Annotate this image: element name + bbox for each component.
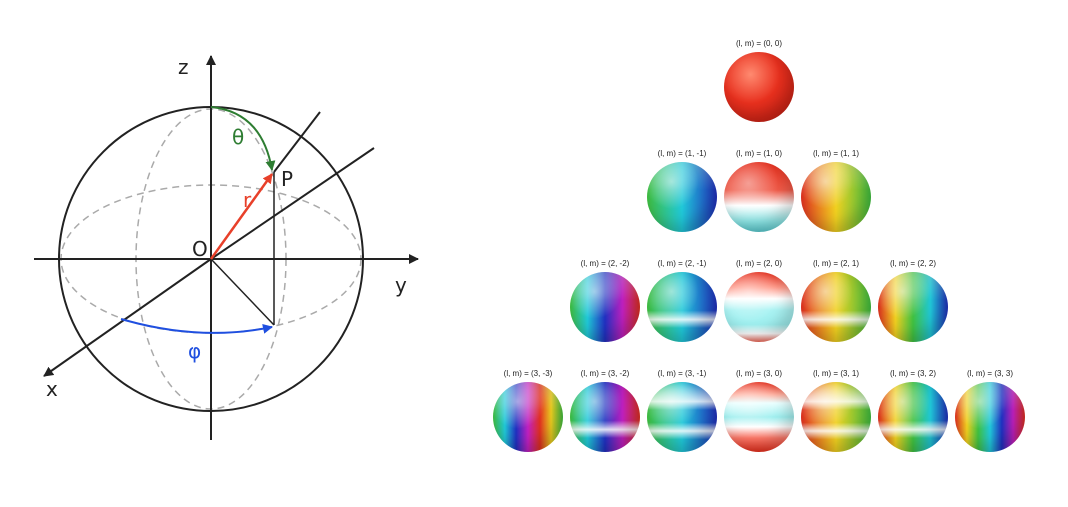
harmonic-sphere [801,162,871,232]
harmonic-sphere [801,272,871,342]
r-vector [209,173,274,260]
harmonic-label: (l, m) = (0, 0) [735,39,782,48]
harmonic-sphere [878,382,948,452]
harmonic-item: (l, m) = (2, -1) [646,258,718,342]
phi-arc [120,318,273,334]
harmonic-label: (l, m) = (2, -1) [657,259,707,268]
harmonic-label: (l, m) = (3, 2) [889,369,936,378]
harmonic-label: (l, m) = (3, -1) [657,369,707,378]
harmonic-label: (l, m) = (3, 0) [735,369,782,378]
harmonic-item: (l, m) = (2, 1) [800,258,872,342]
harmonic-label: (l, m) = (3, -3) [503,369,553,378]
harmonic-sphere [647,162,717,232]
harmonic-item: (l, m) = (3, -2) [569,368,641,452]
harmonic-sphere [724,272,794,342]
harmonic-sphere [493,382,563,452]
z-axis-label: z [178,55,189,79]
harmonic-label: (l, m) = (3, 3) [966,369,1013,378]
origin-label: O [192,237,208,261]
harmonic-label: (l, m) = (2, 2) [889,259,936,268]
harmonic-label: (l, m) = (3, -2) [580,369,630,378]
harmonic-label: (l, m) = (2, -2) [580,259,630,268]
harmonic-sphere [570,382,640,452]
harmonic-sphere [878,272,948,342]
harmonic-label: (l, m) = (3, 1) [812,369,859,378]
harmonic-item: (l, m) = (3, -1) [646,368,718,452]
projection-line [210,258,275,326]
harmonic-item: (l, m) = (1, -1) [646,148,718,232]
harmonic-item: (l, m) = (3, 3) [954,368,1026,452]
y-axis-label: y [395,273,407,297]
harmonic-item: (l, m) = (2, -2) [569,258,641,342]
harmonic-label: (l, m) = (1, 0) [735,149,782,158]
harmonic-item: (l, m) = (3, 2) [877,368,949,452]
op-extension [273,111,321,173]
theta-arc [210,106,276,171]
radius-label: r [243,188,252,212]
spherical-coordinate-diagram: z y x O P r θ φ [34,55,419,440]
x-axis-label: x [46,377,58,401]
harmonic-sphere [647,272,717,342]
harmonic-item: (l, m) = (1, 0) [723,148,795,232]
harmonic-item: (l, m) = (2, 2) [877,258,949,342]
harmonic-sphere [724,52,794,122]
harmonic-sphere [570,272,640,342]
harmonic-sphere [724,162,794,232]
x-axis-back [210,147,375,260]
harmonic-item: (l, m) = (2, 0) [723,258,795,342]
harmonic-sphere [724,382,794,452]
harmonic-item: (l, m) = (1, 1) [800,148,872,232]
harmonic-item: (l, m) = (3, -3) [492,368,564,452]
spherical-harmonics-panel: (l, m) = (0, 0) (l, m) = (1, -1) (l, m) = … [470,0,1068,507]
harmonic-label: (l, m) = (1, 1) [812,149,859,158]
harmonic-sphere [955,382,1025,452]
harmonic-label: (l, m) = (2, 0) [735,259,782,268]
point-label: P [281,167,293,191]
theta-label: θ [232,125,244,149]
harmonic-item: (l, m) = (3, 0) [723,368,795,452]
phi-label: φ [188,339,201,363]
harmonic-item: (l, m) = (0, 0) [723,38,795,122]
x-axis [43,258,212,377]
harmonic-label: (l, m) = (2, 1) [812,259,859,268]
harmonic-item: (l, m) = (3, 1) [800,368,872,452]
harmonic-sphere [801,382,871,452]
harmonic-label: (l, m) = (1, -1) [657,149,707,158]
harmonic-sphere [647,382,717,452]
